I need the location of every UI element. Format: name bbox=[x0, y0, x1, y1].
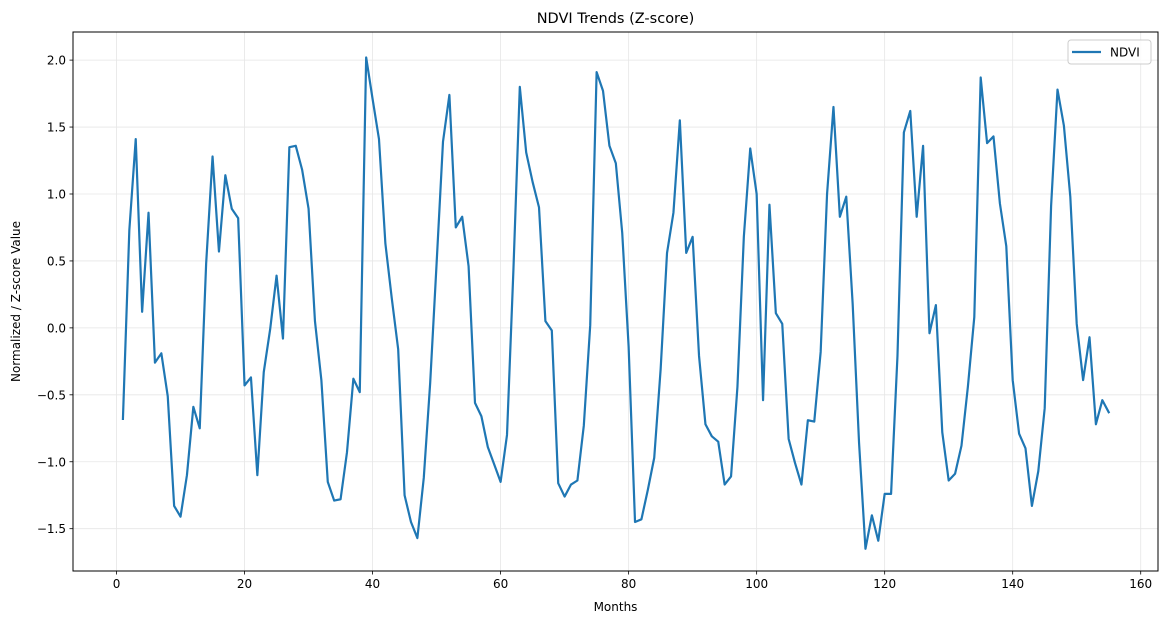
axes-frame bbox=[72, 31, 1159, 572]
y-tick-label: 1.5 bbox=[47, 121, 66, 135]
y-tick-label: −0.5 bbox=[37, 388, 66, 402]
plot-area bbox=[121, 56, 1111, 550]
series-line-ndvi bbox=[121, 56, 1111, 550]
x-tick-label: 80 bbox=[621, 577, 636, 591]
x-tick-label: 20 bbox=[237, 577, 252, 591]
legend: NDVI bbox=[1067, 39, 1152, 65]
y-tick-label: −1.0 bbox=[37, 455, 66, 469]
legend-label-ndvi: NDVI bbox=[1110, 46, 1140, 60]
x-tick-label: 160 bbox=[1129, 577, 1152, 591]
y-tick-label: −1.5 bbox=[37, 522, 66, 536]
legend-box bbox=[1067, 39, 1152, 65]
x-tick-label: 100 bbox=[745, 577, 768, 591]
x-tick-label: 60 bbox=[493, 577, 508, 591]
y-tick-label: 0.5 bbox=[47, 254, 66, 268]
y-axis: −1.5 −1.0 −0.5 0.0 0.5 1.0 1.5 2.0 bbox=[37, 54, 73, 536]
x-tick-label: 120 bbox=[873, 577, 896, 591]
y-tick-label: 1.0 bbox=[47, 187, 66, 201]
x-axis-label: Months bbox=[594, 600, 638, 614]
x-tick-label: 40 bbox=[365, 577, 380, 591]
y-tick-label: 2.0 bbox=[47, 54, 66, 68]
x-axis: 0 20 40 60 80 100 120 140 160 bbox=[113, 571, 1152, 591]
x-tick-label: 140 bbox=[1001, 577, 1024, 591]
x-tick-label: 0 bbox=[113, 577, 121, 591]
y-axis-label: Normalized / Z-score Value bbox=[9, 221, 23, 382]
grid bbox=[73, 32, 1158, 571]
chart-title: NDVI Trends (Z-score) bbox=[537, 11, 695, 27]
y-tick-label: 0.0 bbox=[47, 321, 66, 335]
